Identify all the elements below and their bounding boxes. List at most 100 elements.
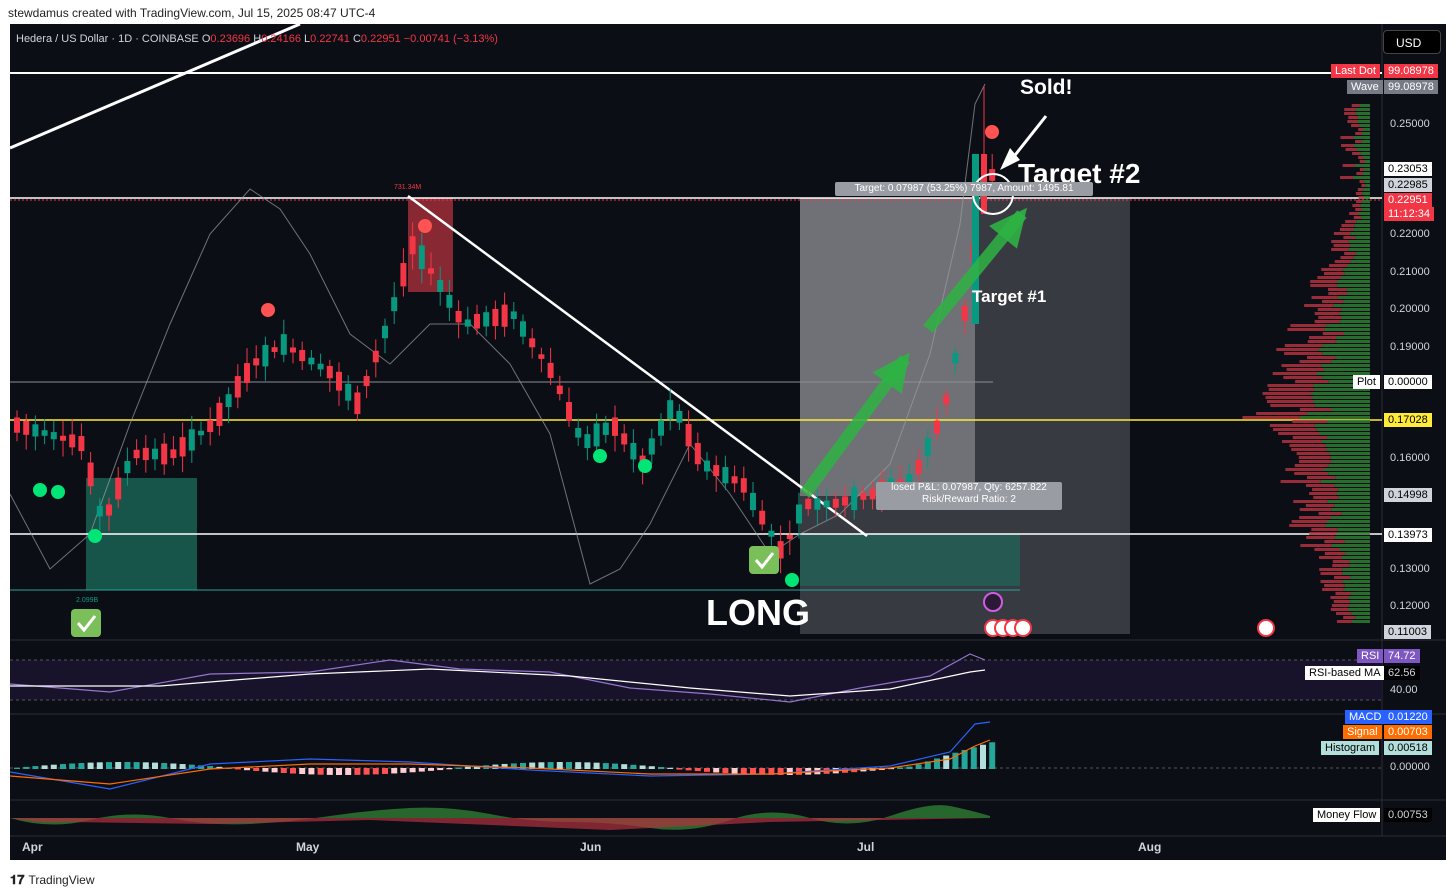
volume-profile-bar bbox=[1331, 544, 1370, 547]
volume-profile-bar bbox=[1305, 484, 1335, 487]
macd-histogram-bar bbox=[363, 768, 370, 775]
volume-profile-bar bbox=[1361, 216, 1370, 219]
volume-profile-bar bbox=[1349, 244, 1370, 247]
candle-body bbox=[510, 311, 517, 319]
candle-body bbox=[455, 310, 462, 323]
rsi-band bbox=[10, 660, 1382, 700]
volume-profile-bar bbox=[1324, 540, 1345, 543]
volume-profile-bar bbox=[1289, 444, 1326, 447]
macd-histogram-bar bbox=[713, 768, 720, 773]
macd-histogram-bar bbox=[244, 768, 250, 771]
wave-label: Wave bbox=[1347, 80, 1383, 94]
volume-profile-bar bbox=[1324, 552, 1346, 555]
volume-profile-bar bbox=[1321, 440, 1370, 443]
countdown-tag: 11:12:34 bbox=[1384, 207, 1435, 221]
volume-profile-bar bbox=[1328, 472, 1370, 475]
rsi-line bbox=[10, 653, 986, 703]
volume-profile-bar bbox=[1327, 500, 1370, 503]
currency-button[interactable]: USD bbox=[1383, 30, 1441, 54]
volume-profile-bar bbox=[1339, 548, 1370, 551]
macd-histogram-bar bbox=[170, 763, 177, 769]
volume-profile-bar bbox=[1292, 420, 1328, 423]
macd-histogram-bar bbox=[133, 762, 140, 769]
volume-profile-bar bbox=[1296, 452, 1330, 455]
macd-histogram-bar bbox=[796, 768, 802, 775]
macd-histogram-bar bbox=[32, 766, 39, 769]
candle-body bbox=[575, 428, 582, 438]
low-value: 0.22741 bbox=[310, 33, 350, 45]
macd-histogram-bar bbox=[906, 766, 913, 769]
volume-profile-bar bbox=[1340, 136, 1354, 139]
macd-histogram-bar bbox=[14, 767, 20, 769]
macd-histogram-bar bbox=[142, 762, 149, 769]
candle-body bbox=[299, 349, 306, 362]
candle-body bbox=[704, 460, 710, 472]
volume-profile-bar bbox=[1352, 152, 1361, 155]
volume-profile-bar bbox=[1359, 104, 1370, 107]
volume-profile-bar bbox=[1267, 384, 1314, 387]
checkmark-icon bbox=[749, 546, 779, 574]
sold-annotation: Sold! bbox=[1020, 76, 1073, 99]
volume-profile-bar bbox=[1339, 320, 1370, 323]
chart-canvas[interactable] bbox=[10, 24, 1446, 860]
macd-histogram-bar bbox=[584, 762, 591, 769]
volume-profile-bar bbox=[1364, 168, 1370, 171]
macd-histogram-bar bbox=[280, 768, 287, 773]
volume-profile-bar bbox=[1353, 216, 1362, 219]
volume-profile-bar bbox=[1364, 160, 1370, 163]
volume-profile-bar bbox=[1343, 268, 1370, 271]
candle-body bbox=[418, 245, 425, 270]
candle-body bbox=[234, 376, 241, 398]
volume-profile-bar bbox=[1344, 584, 1370, 587]
macd-histogram-bar bbox=[78, 763, 85, 769]
volume-profile-bar bbox=[1330, 608, 1349, 611]
volume-profile-bar bbox=[1341, 224, 1355, 227]
macd-histogram-bar bbox=[124, 762, 131, 769]
volume-profile-bar bbox=[1345, 220, 1357, 223]
volume-profile-bar bbox=[1330, 596, 1349, 599]
rsi-ma-line bbox=[10, 668, 986, 697]
lightning-event-icon bbox=[983, 592, 1003, 612]
checkmark-icon bbox=[76, 615, 97, 633]
volume-profile-bar bbox=[1323, 344, 1370, 347]
price-tick: 0.13000 bbox=[1390, 563, 1430, 575]
volume-profile-bar bbox=[1325, 524, 1370, 527]
volume-profile-bar bbox=[1354, 144, 1370, 147]
macd-histogram-bar bbox=[980, 744, 986, 769]
volume-profile-bar bbox=[1341, 308, 1370, 311]
candle-body bbox=[915, 459, 922, 474]
volume-profile-bar bbox=[1341, 144, 1355, 147]
volume-profile-bar bbox=[1345, 148, 1357, 151]
volume-profile-bar bbox=[1281, 440, 1322, 443]
candle-body bbox=[41, 430, 48, 436]
target1-annotation: Target #1 bbox=[972, 287, 1047, 306]
volume-profile-bar bbox=[1317, 276, 1342, 279]
volume-profile-bar bbox=[1354, 224, 1370, 227]
volume-profile-bar bbox=[1335, 340, 1370, 343]
candle-body bbox=[685, 423, 692, 447]
volume-profile-bar bbox=[1299, 516, 1332, 519]
candle-body bbox=[667, 400, 674, 420]
volume-profile-bar bbox=[1335, 612, 1352, 615]
volume-profile-bar bbox=[1284, 344, 1324, 347]
candle-body bbox=[832, 498, 839, 508]
volume-profile-bar bbox=[1326, 520, 1370, 523]
candle-body bbox=[814, 498, 821, 510]
price-tag-level: 0.14998 bbox=[1384, 488, 1432, 502]
chart-frame[interactable] bbox=[10, 24, 1446, 860]
candle-body bbox=[713, 465, 720, 477]
candle-body bbox=[906, 474, 913, 487]
macd-histogram-bar bbox=[474, 765, 480, 769]
volume-profile-bar bbox=[1344, 252, 1356, 255]
volume-profile-bar bbox=[1317, 308, 1342, 311]
symbol-title[interactable]: Hedera / US Dollar · 1D · COINBASE bbox=[16, 33, 199, 45]
volume-profile-bar bbox=[1322, 332, 1345, 335]
macd-histogram-bar bbox=[455, 767, 462, 769]
candle-body bbox=[336, 371, 342, 391]
volume-profile-bar bbox=[1294, 472, 1329, 475]
macd-histogram-bar bbox=[740, 768, 747, 775]
volume-profile-bar bbox=[1278, 432, 1320, 435]
candle-body bbox=[152, 448, 158, 460]
macd-histogram-bar bbox=[897, 767, 904, 769]
volume-profile-bar bbox=[1291, 448, 1327, 451]
